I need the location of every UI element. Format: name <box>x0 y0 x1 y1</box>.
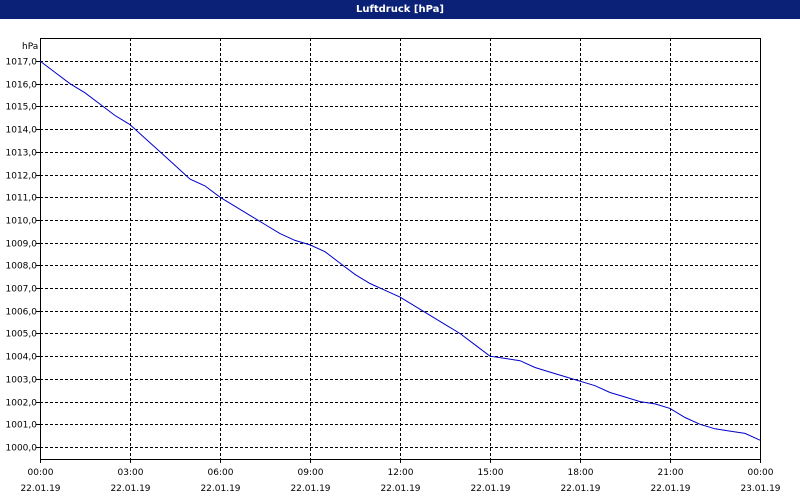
x-tick-date-label: 22.01.19 <box>200 484 240 494</box>
x-axis-ticks: 00:00 22.01.19 03:00 22.01.19 06:00 22.01.19 0… <box>20 459 781 494</box>
chart-area: 1000,0 1001,0 1002,0 1003,0 1004,0 1005,0 1006… <box>6 38 781 494</box>
y-tick-label: 1004,0 <box>6 353 38 363</box>
x-tick-date-label: 22.01.19 <box>20 484 60 494</box>
x-tick-time-label: 00:00 <box>28 468 54 478</box>
y-tick-label: 1005,0 <box>6 330 38 340</box>
y-tick-label: 1007,0 <box>6 285 38 295</box>
y-tick-label: 1010,0 <box>6 217 38 227</box>
y-tick-label: 1001,0 <box>6 421 38 431</box>
x-tick-time-label: 00:00 <box>748 468 774 478</box>
y-tick-label: 1013,0 <box>6 149 38 159</box>
x-tick-time-label: 03:00 <box>118 468 144 478</box>
x-tick-time-label: 15:00 <box>478 468 504 478</box>
x-tick-time-label: 21:00 <box>658 468 684 478</box>
y-tick-label: 1011,0 <box>6 194 38 204</box>
x-tick-date-label: 22.01.19 <box>380 484 420 494</box>
x-tick-date-label: 22.01.19 <box>560 484 600 494</box>
chart-title: Luftdruck [hPa] <box>0 0 800 19</box>
series-layer <box>39 60 761 441</box>
y-tick-label: 1008,0 <box>6 262 38 272</box>
y-tick-label: 1012,0 <box>6 172 38 182</box>
x-tick-date-label: 23.01.19 <box>740 484 780 494</box>
x-tick-date-label: 22.01.19 <box>650 484 690 494</box>
x-tick-date-label: 22.01.19 <box>290 484 330 494</box>
y-tick-label: 1002,0 <box>6 399 38 409</box>
y-axis-ticks: 1000,0 1001,0 1002,0 1003,0 1004,0 1005,0 1006… <box>6 58 40 454</box>
y-tick-label: 1015,0 <box>6 103 38 113</box>
y-tick-label: 1016,0 <box>6 81 38 91</box>
y-tick-label: 1003,0 <box>6 376 38 386</box>
y-tick-label: 1009,0 <box>6 240 38 250</box>
y-tick-label: 1014,0 <box>6 126 38 136</box>
gridlines <box>40 38 760 459</box>
x-tick-date-label: 22.01.19 <box>110 484 150 494</box>
y-axis-label: hPa <box>22 42 38 52</box>
x-tick-time-label: 12:00 <box>388 468 414 478</box>
y-tick-label: 1017,0 <box>6 58 38 68</box>
y-tick-label: 1006,0 <box>6 308 38 318</box>
x-tick-time-label: 09:00 <box>298 468 324 478</box>
x-tick-time-label: 18:00 <box>568 468 594 478</box>
series-line <box>39 60 761 441</box>
x-tick-date-label: 22.01.19 <box>470 484 510 494</box>
x-tick-time-label: 06:00 <box>208 468 234 478</box>
y-tick-label: 1000,0 <box>6 444 38 454</box>
